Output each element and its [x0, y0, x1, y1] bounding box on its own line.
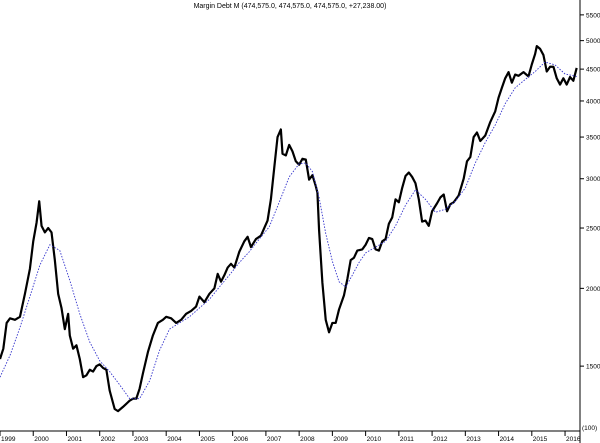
y-tick-label: 3500: [586, 135, 600, 142]
y-tick-label: 5500: [586, 12, 600, 19]
axis-note: (100): [582, 425, 597, 432]
x-tick-label: 2010: [367, 436, 382, 443]
x-tick-label: 2009: [333, 436, 348, 443]
x-tick-label: 2002: [101, 436, 116, 443]
series-line-moving-average: [0, 61, 577, 400]
y-tick-label: 1500: [586, 364, 600, 371]
x-tick-label: 2003: [134, 436, 149, 443]
y-tick-label: 4500: [586, 67, 600, 74]
y-tick-label: 3000: [586, 176, 600, 183]
x-tick-label: 2000: [34, 436, 49, 443]
x-tick-label: 2001: [67, 436, 82, 443]
x-tick-label: 2008: [300, 436, 315, 443]
y-tick-label: 2500: [586, 226, 600, 233]
x-axis: 1999 2000 2001 2002 2003 2004 2005 2006 2007 2008…: [0, 431, 581, 443]
y-axis: 1500 2000 2500 3000 3500 4000 4500 5000 5500: [580, 12, 600, 371]
y-tick-label: 5000: [586, 38, 600, 45]
x-tick-label: 2014: [500, 436, 515, 443]
y-tick-label: 4000: [586, 98, 600, 105]
x-tick-label: 2015: [533, 436, 548, 443]
x-tick-label: 2004: [167, 436, 182, 443]
x-tick-label: 2005: [200, 436, 215, 443]
x-tick-label: 2006: [234, 436, 249, 443]
chart-title: Margin Debt M (474,575.0, 474,575.0, 474…: [194, 3, 387, 10]
x-tick-label: 2011: [400, 436, 414, 443]
series-line-margin-debt: [0, 45, 578, 413]
x-tick-label: 2013: [466, 436, 481, 443]
x-tick-label: 2016: [566, 436, 581, 443]
x-tick-label: 1999: [1, 436, 16, 443]
x-tick-label: 2012: [433, 436, 448, 443]
x-tick-label: 2007: [267, 436, 282, 443]
y-tick-label: 2000: [586, 286, 600, 293]
plot-area: [0, 45, 578, 413]
